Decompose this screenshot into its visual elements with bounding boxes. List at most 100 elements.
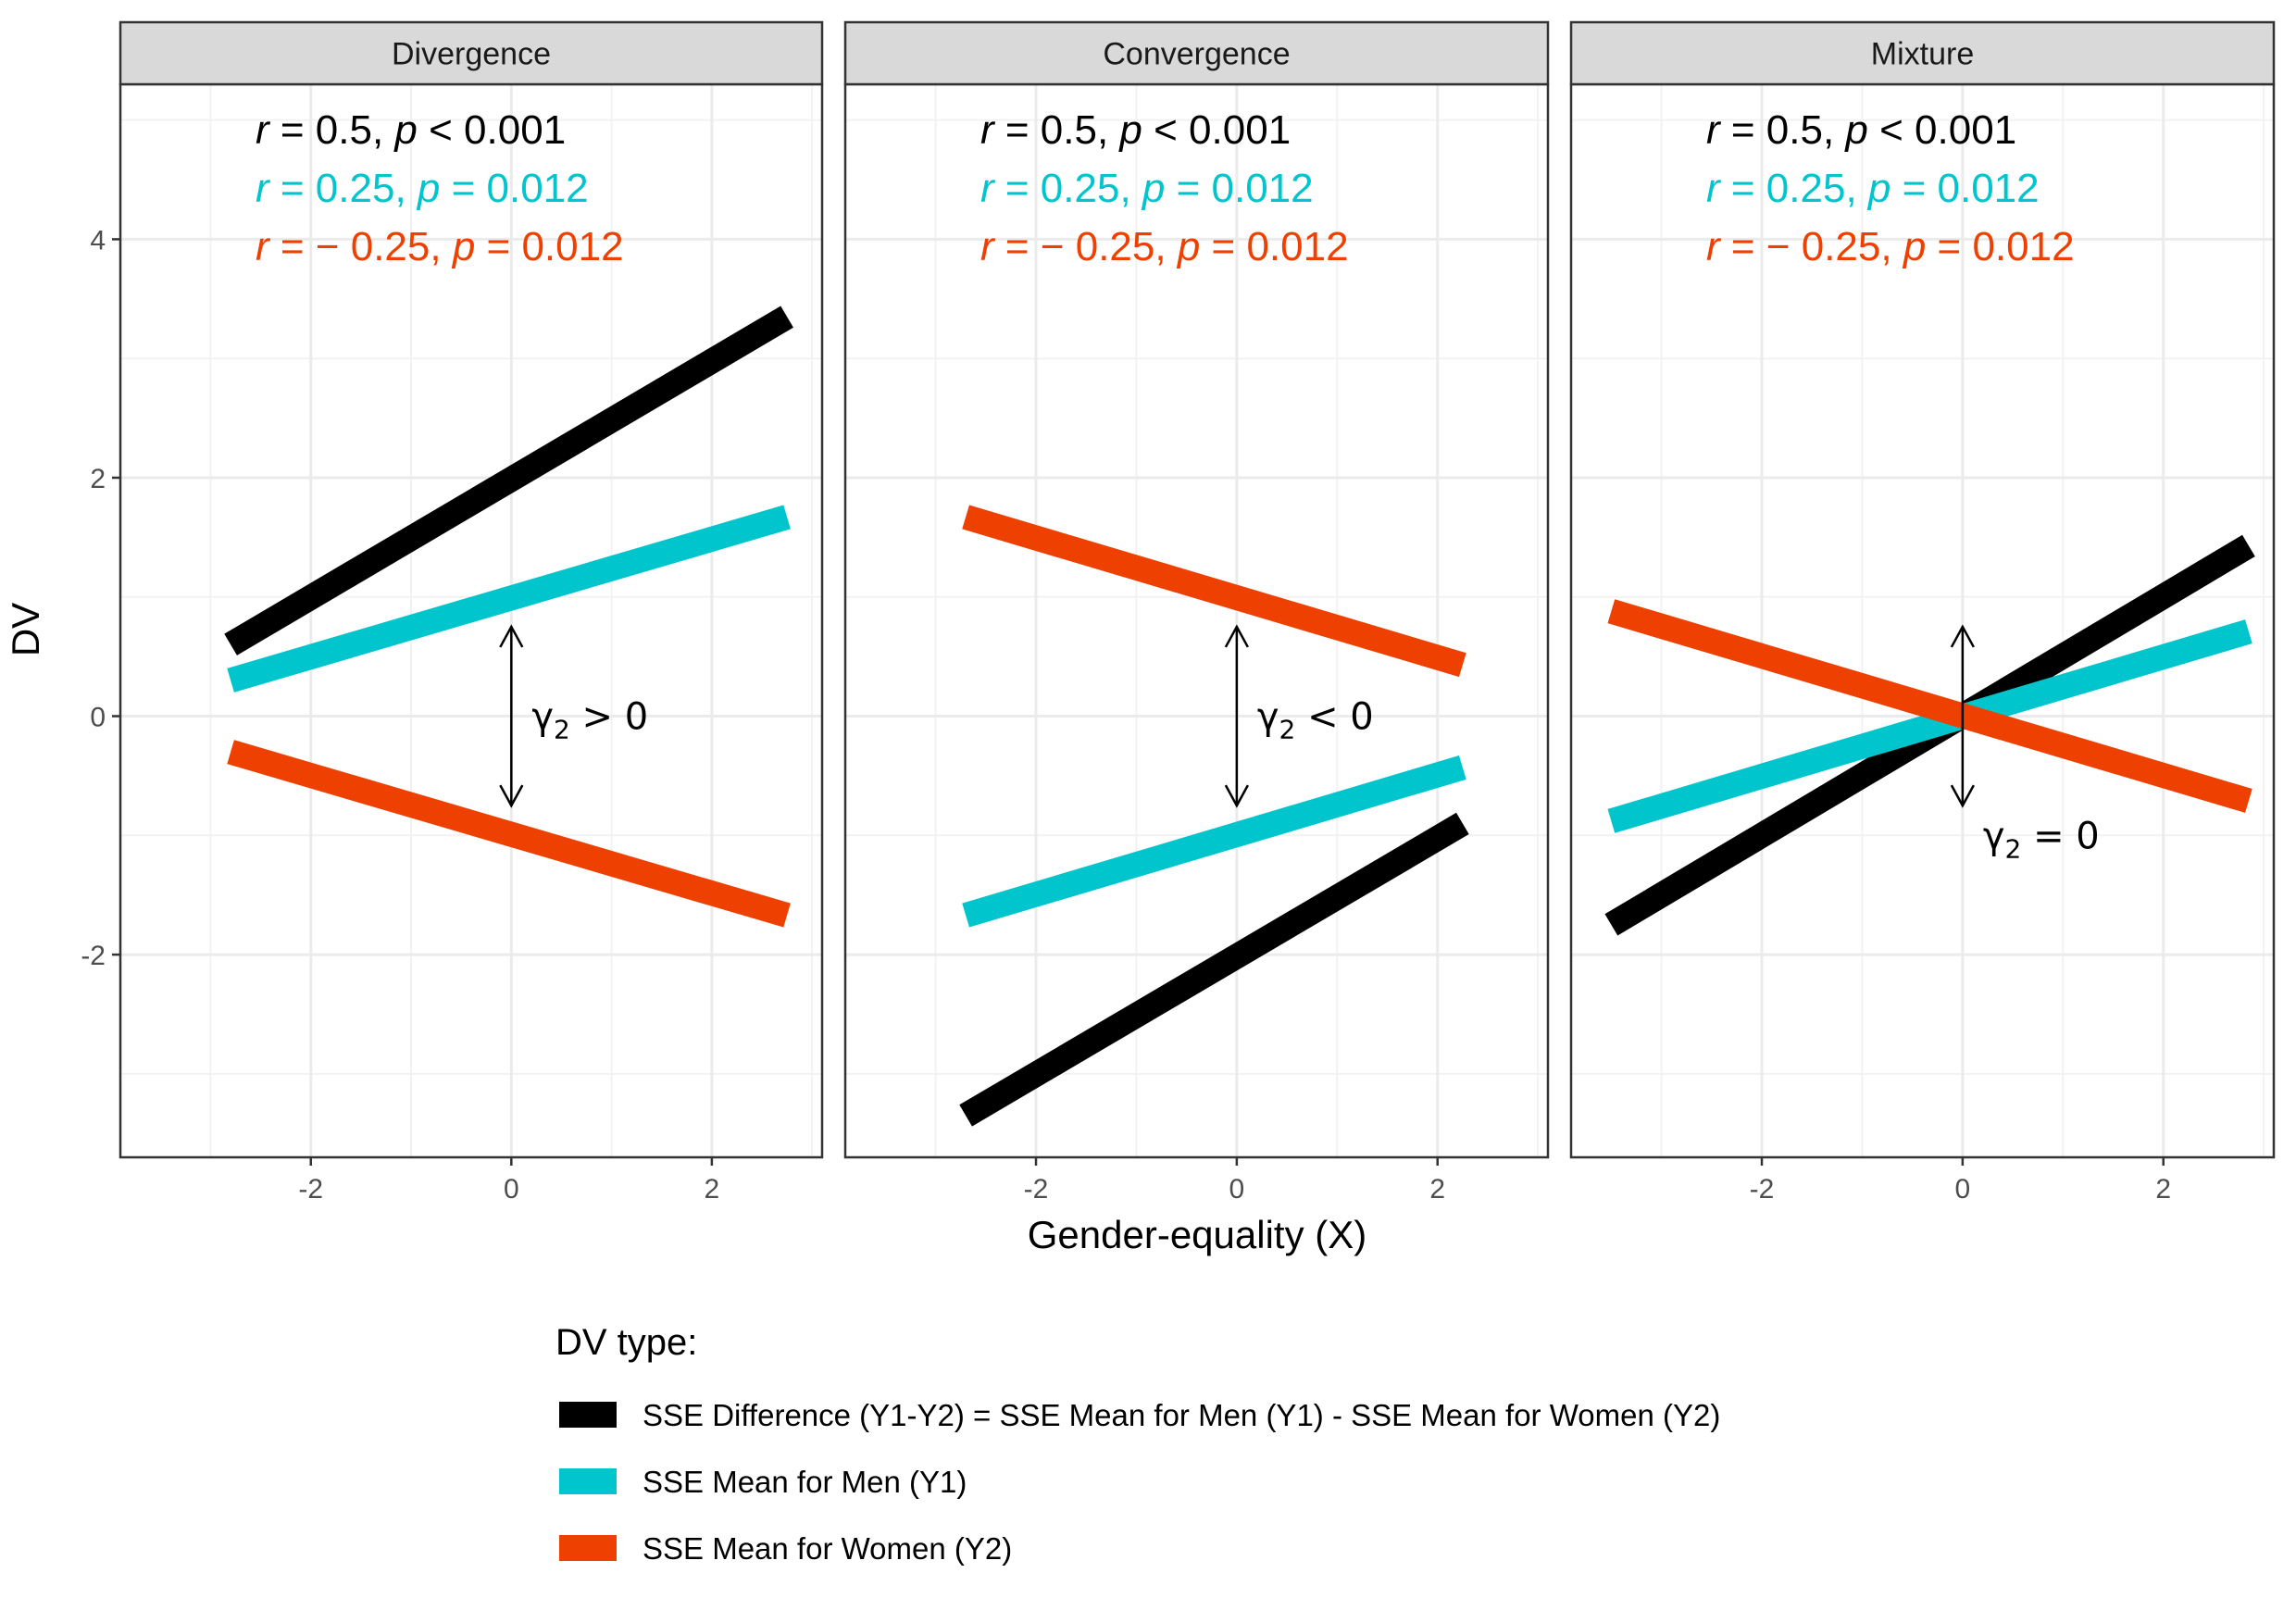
- x-tick-label: 2: [1429, 1174, 1445, 1205]
- annotation-r-value: = 0.5,: [994, 107, 1120, 153]
- strip-label: Convergence: [1103, 37, 1290, 72]
- gamma-arrow-head-up: [1950, 624, 1975, 648]
- gamma-arrow-head-down: [499, 784, 524, 808]
- gamma-subscript: 2: [1279, 715, 1296, 745]
- series-line-3: [227, 740, 791, 928]
- y-axis-title: DV: [4, 603, 47, 656]
- strip-label: Mixture: [1871, 37, 1974, 72]
- gamma-label: γ2 > 0: [531, 696, 648, 745]
- annotation-r-symbol: r: [256, 166, 271, 211]
- x-tick-label: 2: [2155, 1174, 2171, 1205]
- annotation-r-symbol: r: [256, 107, 271, 153]
- annotation-r-value: = 0.25,: [1720, 166, 1868, 211]
- y-tick-label: -2: [81, 941, 106, 971]
- y-tick-label: 2: [90, 464, 106, 494]
- gamma-symbol: γ: [1257, 696, 1279, 739]
- annotation-p-value: = 0.012: [440, 166, 588, 211]
- annotation-p-symbol: p: [451, 224, 475, 269]
- y-tick-label: 0: [90, 703, 106, 733]
- legend-key-1: [559, 1402, 617, 1428]
- annotation-r-value: = 0.5,: [1720, 107, 1846, 153]
- strip-background: [843, 20, 1550, 86]
- annotation-p-value: = 0.012: [1165, 166, 1313, 211]
- annotation-r-symbol: r: [256, 224, 271, 269]
- annotation-r-value: = 0.25,: [269, 166, 418, 211]
- annotation-p-value: = 0.012: [1200, 224, 1348, 269]
- strip-background: [1569, 20, 2276, 86]
- series-line-3: [1607, 599, 2252, 813]
- x-axis-title: Gender-equality (X): [1028, 1213, 1367, 1256]
- gamma-arrow-head-down: [1224, 784, 1249, 808]
- y-tick-label: 4: [90, 225, 106, 256]
- annotation-p-value: = 0.012: [1890, 166, 2039, 211]
- annotation-p-symbol: p: [1176, 224, 1200, 269]
- annotation-r-symbol: r: [980, 224, 996, 269]
- annotation-p-symbol: p: [1843, 107, 1867, 153]
- legend-label-1: SSE Difference (Y1-Y2) = SSE Mean for Me…: [643, 1398, 1720, 1432]
- legend: DV type: SSE Difference (Y1-Y2) = SSE Me…: [555, 1322, 1720, 1566]
- annotation-r-symbol: r: [980, 107, 996, 153]
- correlation-annotation-3: r = − 0.25, p = 0.012: [980, 224, 1349, 269]
- annotation-p-value: < 0.001: [1868, 107, 2016, 153]
- gamma-subscript: 2: [2005, 833, 2022, 864]
- series-line-3: [962, 505, 1466, 678]
- correlation-annotation-1: r = 0.5, p < 0.001: [256, 107, 566, 153]
- legend-label-2: SSE Mean for Men (Y1): [643, 1465, 967, 1499]
- annotation-r-value: = 0.5,: [269, 107, 395, 153]
- annotation-p-value: < 0.001: [1142, 107, 1291, 153]
- legend-items: SSE Difference (Y1-Y2) = SSE Mean for Me…: [559, 1398, 1720, 1566]
- gamma-arrow-head-down: [1950, 784, 1975, 808]
- annotation-p-symbol: p: [1117, 107, 1142, 153]
- strip-background: [119, 20, 824, 86]
- gamma-relation: = 0: [2021, 815, 2099, 857]
- x-tick-label: 2: [705, 1174, 720, 1205]
- annotation-p-value: = 0.012: [475, 224, 623, 269]
- annotation-p-symbol: p: [416, 166, 440, 211]
- gamma-subscript: 2: [554, 715, 570, 745]
- x-tick-label: 0: [504, 1174, 519, 1205]
- correlation-annotation-2: r = 0.25, p = 0.012: [980, 166, 1314, 211]
- annotation-p-symbol: p: [1866, 166, 1890, 211]
- annotation-p-value: = 0.012: [1926, 224, 2074, 269]
- x-tick-label: -2: [1750, 1174, 1775, 1205]
- correlation-annotation-2: r = 0.25, p = 0.012: [1706, 166, 2040, 211]
- x-tick-label: 0: [1229, 1174, 1245, 1205]
- annotation-r-symbol: r: [1706, 224, 1722, 269]
- annotation-p-symbol: p: [393, 107, 417, 153]
- annotation-p-symbol: p: [1141, 166, 1165, 211]
- annotation-r-symbol: r: [1706, 166, 1722, 211]
- annotation-p-symbol: p: [1902, 224, 1926, 269]
- annotation-r-symbol: r: [1706, 107, 1722, 153]
- series-line-1: [959, 812, 1469, 1127]
- series-line-2: [962, 755, 1466, 928]
- panel-background: [1571, 84, 2274, 1157]
- series-line-2: [1607, 619, 2252, 833]
- correlation-annotation-2: r = 0.25, p = 0.012: [256, 166, 589, 211]
- annotation-r-symbol: r: [980, 166, 996, 211]
- annotation-r-value: = − 0.25,: [269, 224, 453, 269]
- annotation-r-value: = − 0.25,: [1720, 224, 1903, 269]
- legend-key-2: [559, 1468, 617, 1494]
- gamma-arrow-head-up: [499, 624, 524, 648]
- correlation-annotation-3: r = − 0.25, p = 0.012: [1706, 224, 2075, 269]
- gamma-relation: > 0: [570, 696, 648, 739]
- correlation-annotation-1: r = 0.5, p < 0.001: [1706, 107, 2016, 153]
- legend-title: DV type:: [555, 1322, 697, 1363]
- correlation-annotation-1: r = 0.5, p < 0.001: [980, 107, 1291, 153]
- strip-label: Divergence: [392, 37, 551, 72]
- gamma-label: γ2 = 0: [1983, 815, 2100, 864]
- legend-key-3: [559, 1535, 617, 1561]
- annotation-r-value: = 0.25,: [994, 166, 1142, 211]
- gamma-symbol: γ: [531, 696, 554, 739]
- series-line-2: [227, 505, 791, 693]
- gamma-symbol: γ: [1983, 815, 2005, 857]
- gamma-relation: < 0: [1295, 696, 1373, 739]
- correlation-annotation-3: r = − 0.25, p = 0.012: [256, 224, 624, 269]
- gamma-arrow-head-up: [1224, 624, 1249, 648]
- legend-label-3: SSE Mean for Women (Y2): [643, 1531, 1012, 1566]
